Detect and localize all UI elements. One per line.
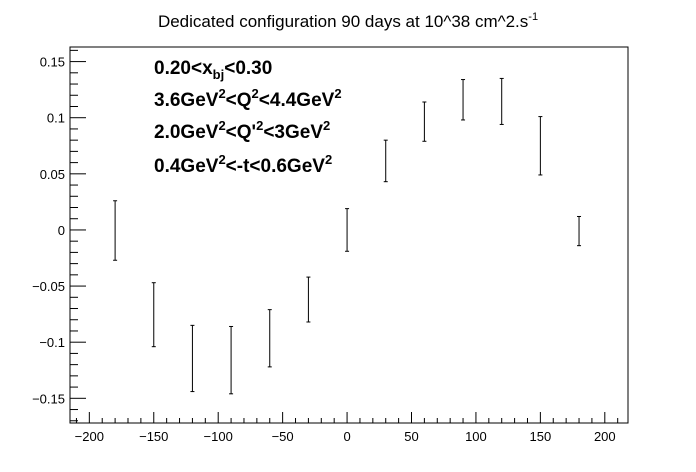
y-tick-label: −0.15 bbox=[32, 391, 65, 406]
chart-title: Dedicated configuration 90 days at 10^38… bbox=[158, 11, 538, 31]
annotation-line: 2.0GeV2<Q'2<3GeV2 bbox=[154, 118, 330, 143]
annotation-text: <Q' bbox=[226, 122, 256, 143]
annotation-sup: 2 bbox=[218, 86, 225, 101]
annotation-text: 0.4GeV bbox=[154, 156, 219, 177]
plot-frame bbox=[69, 46, 629, 424]
data-point-errorbar bbox=[461, 79, 466, 121]
x-tick-label: 50 bbox=[404, 429, 418, 444]
y-tick-label: −0.05 bbox=[32, 279, 65, 294]
x-tick-label: −150 bbox=[139, 429, 168, 444]
annotation-sup: 2 bbox=[323, 118, 330, 133]
x-tick-label: 200 bbox=[594, 429, 616, 444]
annotation-text: <-t<0.6GeV bbox=[226, 156, 326, 177]
annotation-sup: 2 bbox=[325, 152, 332, 167]
annotation-text: 3.6GeV bbox=[154, 90, 219, 111]
data-point-errorbar bbox=[345, 208, 350, 252]
y-tick-label: 0 bbox=[58, 223, 65, 238]
data-point-errorbar bbox=[577, 215, 582, 247]
annotation-line: 0.20<xbj<0.30 bbox=[154, 58, 272, 82]
annotation-text: 2.0GeV bbox=[154, 122, 219, 143]
annotation-sub: bj bbox=[213, 67, 225, 82]
data-point-errorbar bbox=[190, 324, 195, 393]
x-tick-label: −50 bbox=[272, 429, 294, 444]
data-point-errorbar bbox=[113, 200, 118, 261]
x-tick-label: −200 bbox=[75, 429, 104, 444]
annotation-sup: 2 bbox=[334, 86, 341, 101]
data-point-errorbar bbox=[306, 276, 311, 323]
x-tick-label: 100 bbox=[465, 429, 487, 444]
annotation-text: 0.20<x bbox=[154, 58, 213, 79]
y-tick-label: 0.15 bbox=[40, 55, 65, 70]
y-tick-label: −0.1 bbox=[39, 335, 65, 350]
annotation-text: <3GeV bbox=[263, 122, 323, 143]
annotation-sup: 2 bbox=[218, 118, 225, 133]
data-point-errorbar bbox=[383, 139, 388, 183]
annotation-sup: 2 bbox=[218, 152, 225, 167]
data-point-errorbar bbox=[229, 325, 234, 395]
data-point-errorbar bbox=[151, 282, 156, 348]
y-tick-label: 0.05 bbox=[40, 167, 65, 182]
data-point-errorbar bbox=[267, 309, 272, 368]
data-point-errorbar bbox=[499, 77, 504, 125]
annotation-line: 3.6GeV2<Q2<4.4GeV2 bbox=[154, 86, 342, 111]
data-point-errorbar bbox=[538, 116, 543, 176]
annotation-text: <Q bbox=[226, 90, 252, 111]
x-tick-label: −100 bbox=[204, 429, 233, 444]
annotation-text: <0.30 bbox=[224, 58, 272, 79]
title-superscript: -1 bbox=[528, 11, 538, 23]
annotation-text: <4.4GeV bbox=[259, 90, 335, 111]
x-tick-label: 0 bbox=[343, 429, 350, 444]
annotation-line: 0.4GeV2<-t<0.6GeV2 bbox=[154, 152, 332, 177]
annotation-sup: 2 bbox=[252, 86, 259, 101]
x-tick-label: 150 bbox=[530, 429, 552, 444]
data-point-errorbar bbox=[422, 101, 427, 142]
y-tick-label: 0.1 bbox=[47, 111, 65, 126]
annotation-sup: 2 bbox=[256, 118, 263, 133]
